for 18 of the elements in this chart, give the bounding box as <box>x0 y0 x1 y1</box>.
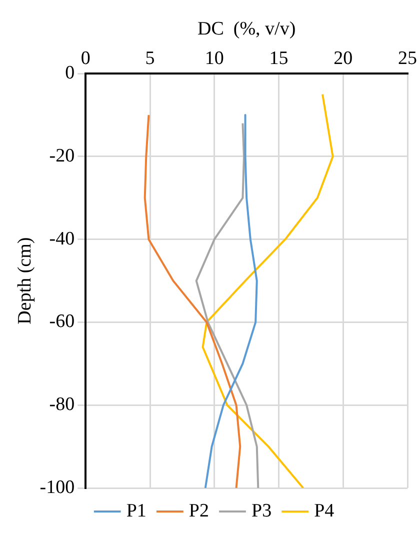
x-tick-label: 20 <box>334 48 353 70</box>
legend-label: P3 <box>252 500 272 522</box>
x-tick-label: 0 <box>80 48 90 70</box>
y-tick-label: -60 <box>49 311 75 332</box>
legend-label: P2 <box>188 500 210 522</box>
x-tick-label: 25 <box>398 48 417 70</box>
legend-label: P4 <box>314 500 335 522</box>
y-tick-label: -80 <box>49 394 75 416</box>
x-tick-label: 10 <box>204 48 224 70</box>
x-tick-label: 5 <box>145 48 155 70</box>
x-axis-title: DC (%, v/v) <box>197 18 296 40</box>
y-tick-label: -100 <box>40 476 75 498</box>
y-tick-label: -20 <box>49 145 75 166</box>
y-axis-title: Depth (cm) <box>14 237 36 324</box>
y-tick-label: 0 <box>65 62 75 84</box>
x-tick-label: 15 <box>269 48 288 70</box>
y-tick-label: -40 <box>49 228 75 250</box>
legend-label: P1 <box>126 500 146 522</box>
